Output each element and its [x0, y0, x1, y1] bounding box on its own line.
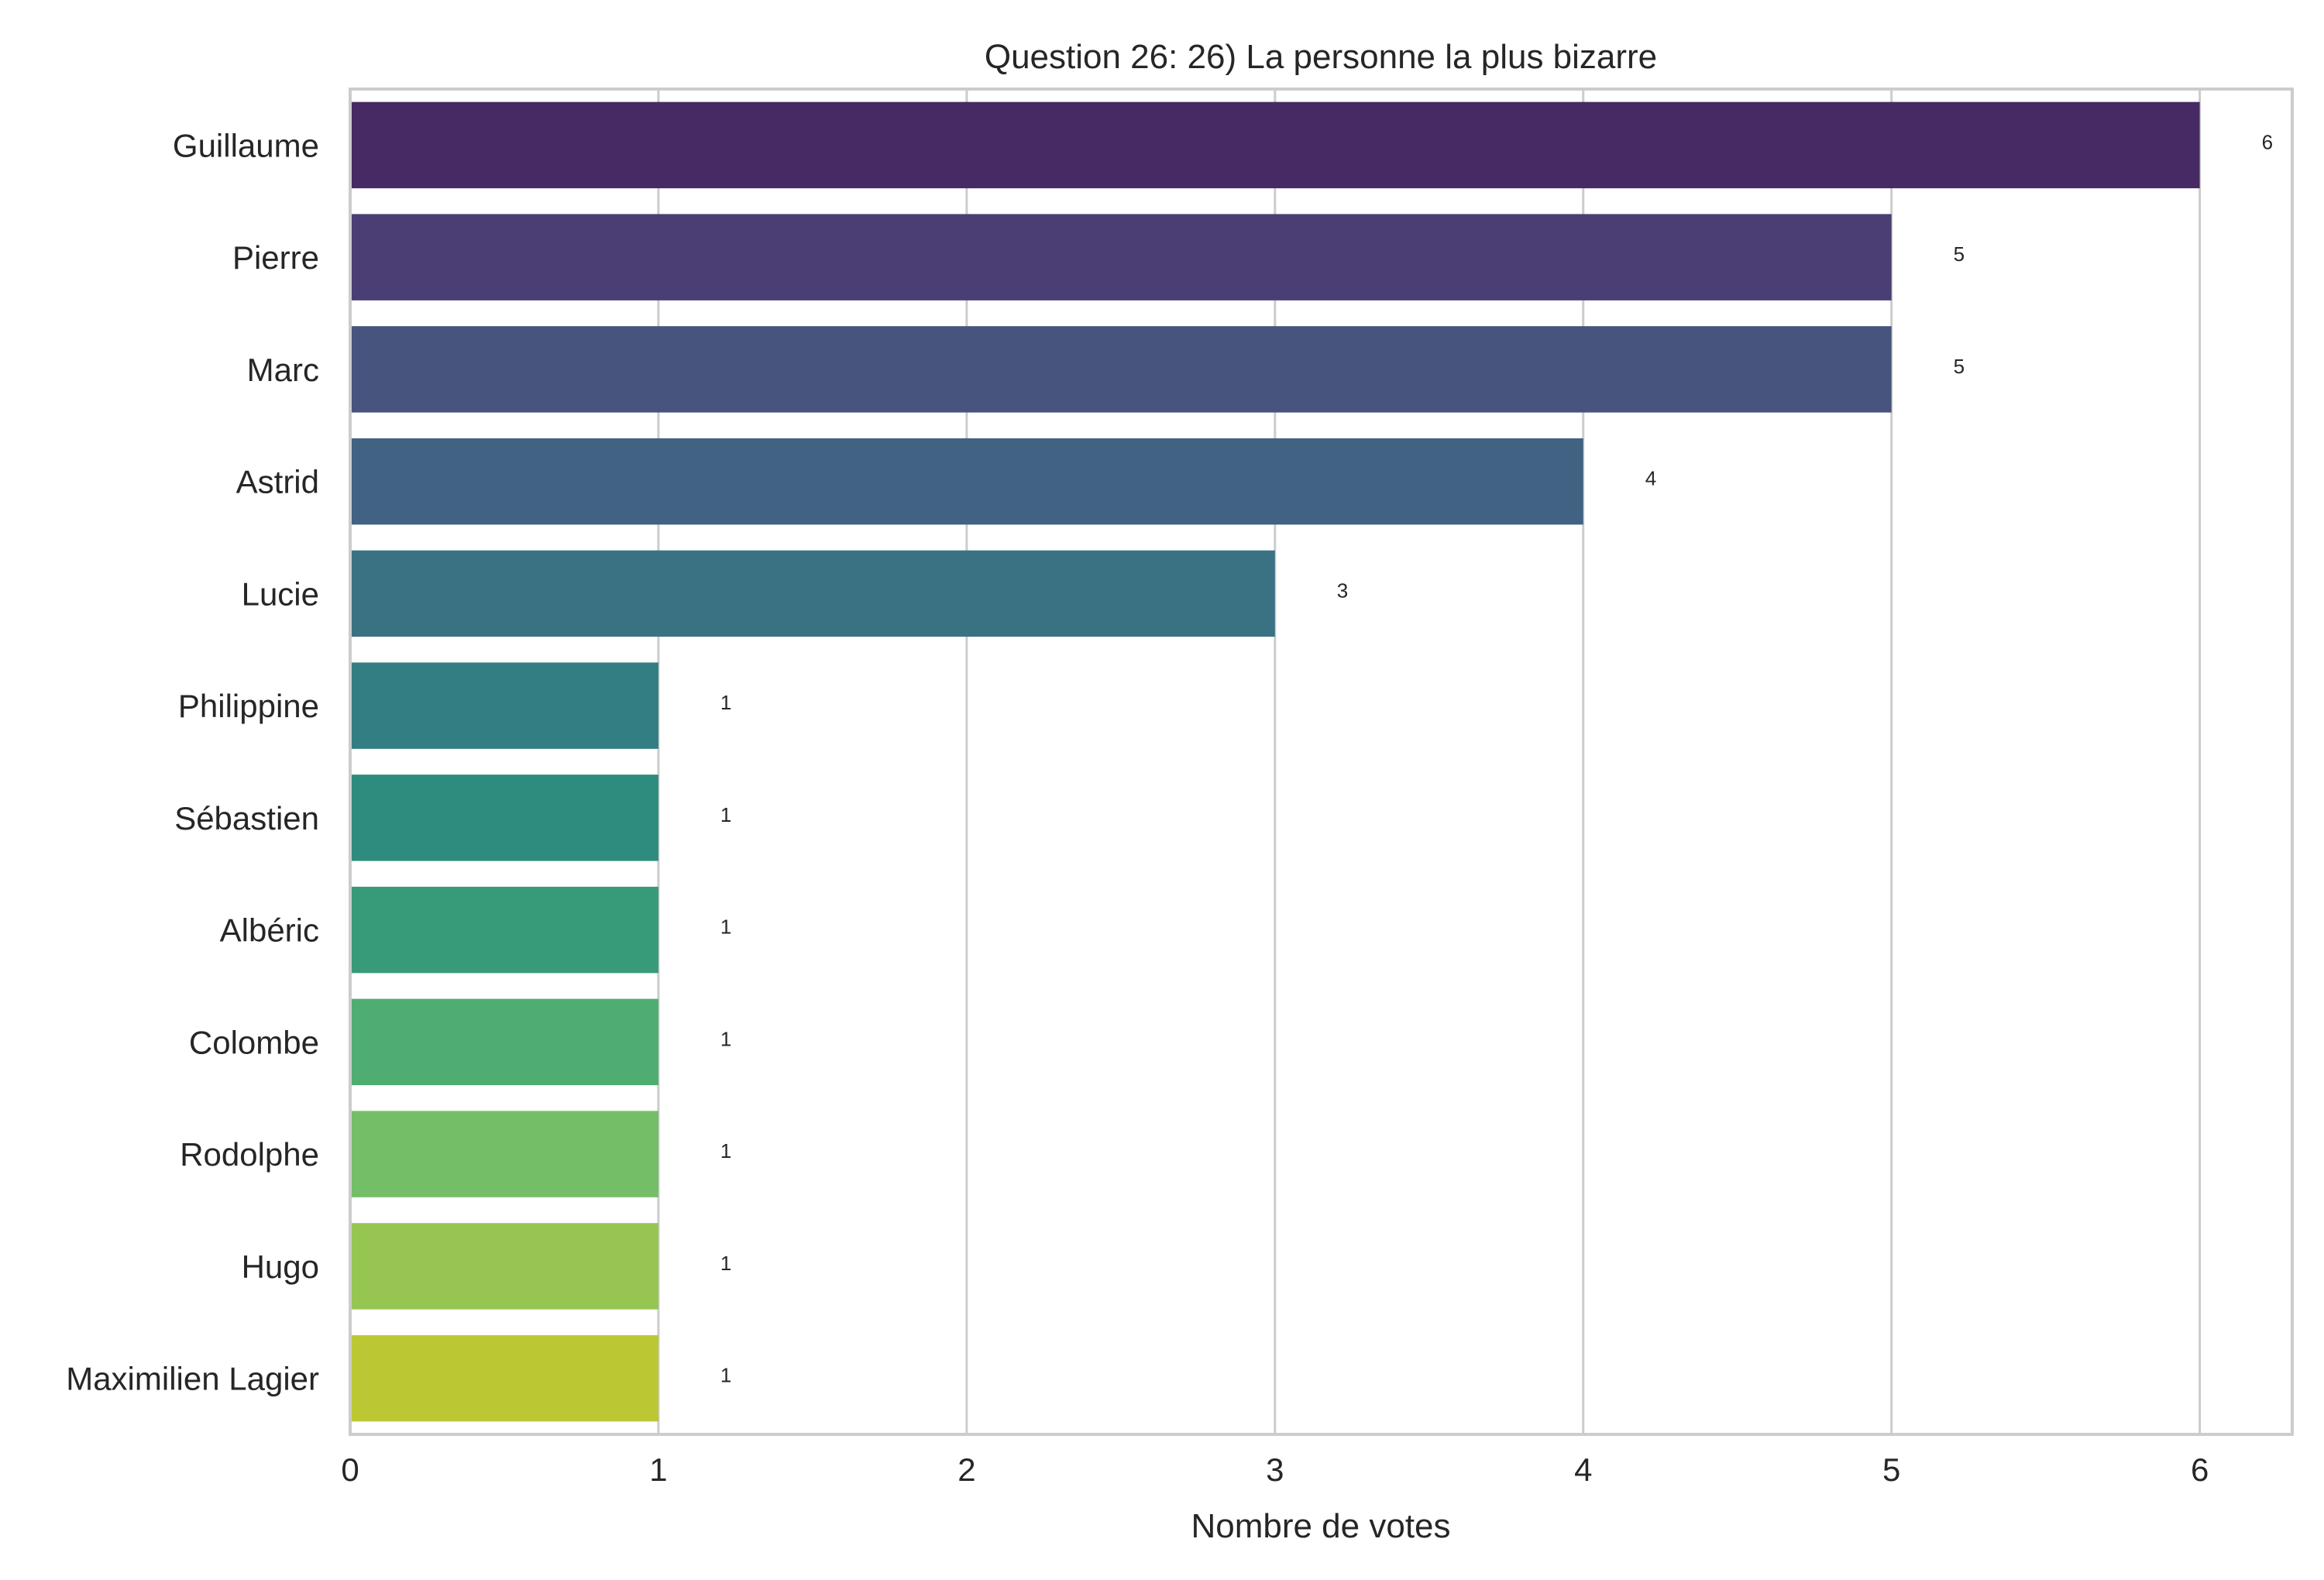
bars	[350, 101, 2200, 1422]
data-label: 1	[720, 915, 731, 939]
bar	[350, 662, 658, 749]
data-label: 5	[1954, 242, 1965, 266]
bar	[350, 214, 1892, 301]
data-label: 1	[720, 1252, 731, 1275]
bar	[350, 1111, 658, 1197]
bar	[350, 438, 1583, 525]
chart-title: Question 26: 26) La personne la plus biz…	[985, 38, 1657, 76]
y-tick-label: Guillaume	[173, 127, 319, 163]
y-tick-label: Albéric	[220, 912, 319, 949]
data-label: 1	[720, 1364, 731, 1387]
y-tick-label: Pierre	[232, 239, 319, 276]
x-tick-label: 2	[957, 1451, 975, 1488]
data-label: 5	[1954, 355, 1965, 378]
y-tick-label: Lucie	[242, 575, 319, 612]
data-label: 1	[720, 1027, 731, 1050]
bar	[350, 326, 1892, 413]
bar	[350, 1334, 658, 1422]
y-tick-label: Astrid	[236, 464, 319, 500]
data-label: 1	[720, 691, 731, 714]
data-labels: 6 5 5 4 3 1 1 1 1 1 1 1	[720, 130, 2273, 1386]
x-tick-label: 1	[649, 1451, 667, 1488]
y-tick-label: Rodolphe	[180, 1136, 319, 1173]
x-tick-label: 6	[2191, 1451, 2209, 1488]
bar	[350, 886, 658, 974]
bar	[350, 550, 1275, 637]
y-tick-label: Maximilien Lagier	[66, 1361, 319, 1397]
y-tick-label: Philippine	[178, 688, 319, 724]
x-tick-label: 5	[1882, 1451, 1900, 1488]
y-tick-label: Sébastien	[174, 800, 319, 836]
x-tick-label: 0	[341, 1451, 359, 1488]
grid-lines	[349, 89, 2202, 1434]
data-label: 4	[1645, 467, 1656, 490]
bar	[350, 101, 2200, 189]
x-axis-label: Nombre de votes	[1191, 1507, 1450, 1545]
data-label: 1	[720, 1139, 731, 1163]
y-tick-label: Colombe	[189, 1024, 319, 1060]
data-label: 3	[1337, 579, 1348, 602]
x-tick-labels: 0 1 2 3 4 5 6	[341, 1451, 2209, 1488]
x-tick-label: 3	[1266, 1451, 1284, 1488]
plot-frame	[349, 88, 2294, 1436]
data-label: 1	[720, 803, 731, 826]
y-tick-label: Hugo	[242, 1249, 319, 1285]
bar	[350, 998, 658, 1086]
y-tick-labels: Guillaume Pierre Marc Astrid Lucie Philippine…	[66, 127, 319, 1396]
data-label: 6	[2262, 130, 2273, 153]
x-tick-label: 4	[1574, 1451, 1592, 1488]
bar	[350, 775, 658, 861]
bar	[350, 1223, 658, 1310]
y-tick-label: Marc	[247, 352, 319, 388]
